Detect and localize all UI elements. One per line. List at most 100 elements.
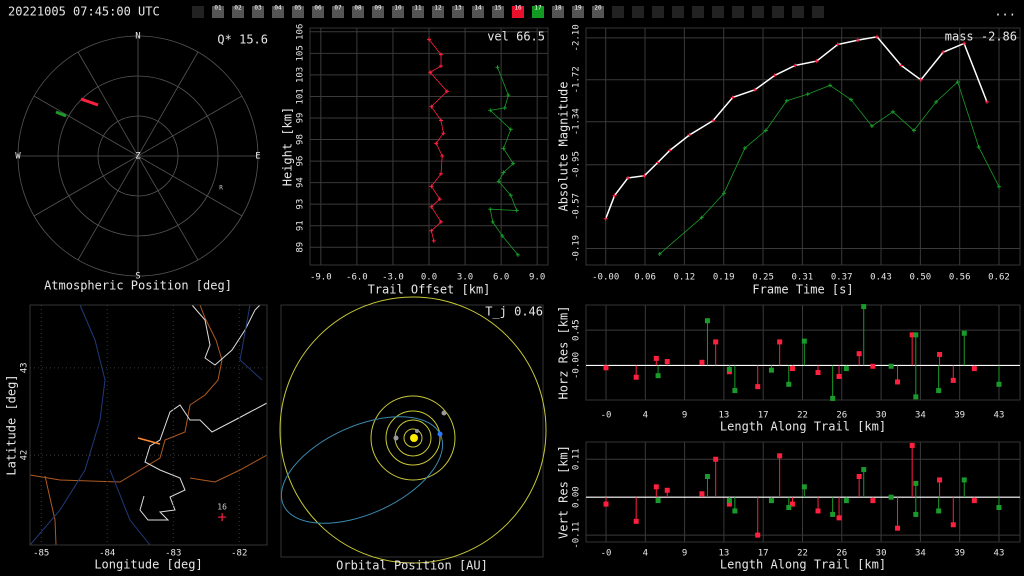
station-box[interactable]	[532, 6, 544, 18]
x-tick-label: 0.37	[831, 273, 853, 283]
marker	[890, 109, 895, 114]
station-box[interactable]	[272, 6, 284, 18]
stem-marker	[950, 377, 956, 383]
station-label: 05	[294, 5, 302, 12]
station-label: 08	[354, 5, 362, 12]
x-axis-label: Length Along Trail [km]	[720, 558, 886, 572]
x-axis-label: Frame Time [s]	[752, 283, 853, 297]
x-tick-label: 0.12	[674, 273, 696, 283]
marker	[439, 64, 444, 69]
station-box[interactable]	[772, 6, 784, 18]
stem-marker	[726, 498, 732, 504]
station-label: 19	[574, 5, 582, 12]
stem-marker	[768, 498, 774, 504]
stem-marker	[699, 359, 705, 365]
station-box[interactable]	[792, 6, 804, 18]
marker	[603, 216, 608, 221]
stem-marker	[836, 373, 842, 379]
station-box[interactable]	[712, 6, 724, 18]
x-tick-label: 43	[994, 549, 1005, 559]
station-box[interactable]	[632, 6, 644, 18]
station-box[interactable]	[252, 6, 264, 18]
station-label: 03	[254, 5, 262, 12]
marker	[855, 38, 860, 43]
marker	[434, 141, 439, 146]
station-box[interactable]	[492, 6, 504, 18]
x-tick-label: -0	[601, 411, 612, 421]
stem-marker	[633, 374, 639, 380]
marker	[514, 208, 519, 213]
y-axis-label: Absolute Magnitude	[557, 81, 571, 211]
stem-marker	[777, 453, 783, 459]
station-box[interactable]	[692, 6, 704, 18]
station-box[interactable]	[812, 6, 824, 18]
stem-marker	[755, 384, 761, 390]
marker	[437, 197, 442, 202]
station-box[interactable]	[472, 6, 484, 18]
stem-marker	[895, 525, 901, 531]
station-box[interactable]	[732, 6, 744, 18]
station-box[interactable]	[432, 6, 444, 18]
station-box[interactable]	[312, 6, 324, 18]
marker	[721, 191, 726, 196]
station-label: 15	[494, 5, 502, 12]
station-label: 11	[414, 5, 422, 12]
zenith-label: Z	[135, 152, 141, 162]
radiant-label: R	[219, 185, 223, 192]
x-tick-label: 17	[758, 411, 769, 421]
station-box[interactable]	[752, 6, 764, 18]
station-box[interactable]	[672, 6, 684, 18]
y-tick-label: -1.72	[572, 66, 582, 93]
stem-marker	[786, 381, 792, 387]
stem-marker	[704, 473, 710, 479]
marker	[655, 160, 660, 165]
x-tick-label: -83	[165, 549, 181, 559]
stem-marker	[961, 477, 967, 483]
station-box[interactable]	[512, 6, 524, 18]
x-tick-label: 0.19	[713, 273, 735, 283]
x-tick-label: 6.0	[493, 273, 509, 283]
station-box[interactable]	[412, 6, 424, 18]
marker	[612, 193, 617, 198]
station-box[interactable]	[652, 6, 664, 18]
station-box[interactable]	[292, 6, 304, 18]
marker	[805, 92, 810, 97]
polar-grid	[17, 35, 259, 277]
station-box[interactable]	[232, 6, 244, 18]
station-box[interactable]	[372, 6, 384, 18]
marker	[667, 148, 672, 153]
station-box[interactable]	[352, 6, 364, 18]
x-tick-label: 13	[718, 411, 729, 421]
direction-label: W	[15, 152, 21, 162]
station-box[interactable]	[452, 6, 464, 18]
marker	[772, 73, 777, 78]
station-label: 06	[314, 5, 322, 12]
y-tick-label: 106	[296, 24, 306, 40]
station-box[interactable]	[612, 6, 624, 18]
marker	[730, 95, 735, 100]
station-box[interactable]	[592, 6, 604, 18]
station-box[interactable]	[192, 6, 204, 18]
y-tick-label: 43	[20, 362, 30, 373]
menu-button[interactable]: ...	[994, 5, 1016, 19]
station-box[interactable]	[332, 6, 344, 18]
stem-marker	[861, 467, 867, 473]
station-box[interactable]	[212, 6, 224, 18]
station-box[interactable]	[552, 6, 564, 18]
annotation: vel 66.5	[487, 30, 545, 44]
marker	[976, 145, 981, 150]
x-tick-label: 30	[876, 549, 887, 559]
stem-marker	[732, 388, 738, 394]
y-tick-label: 42	[20, 450, 30, 461]
stem-marker	[843, 366, 849, 372]
x-axis-label: Orbital Position [AU]	[336, 559, 488, 573]
station-box[interactable]	[392, 6, 404, 18]
marker	[429, 104, 434, 109]
marker	[835, 42, 840, 47]
station-box[interactable]	[572, 6, 584, 18]
marker	[699, 215, 704, 220]
x-tick-label: 3.0	[457, 273, 473, 283]
x-axis-label: Atmospheric Position [deg]	[44, 279, 232, 293]
